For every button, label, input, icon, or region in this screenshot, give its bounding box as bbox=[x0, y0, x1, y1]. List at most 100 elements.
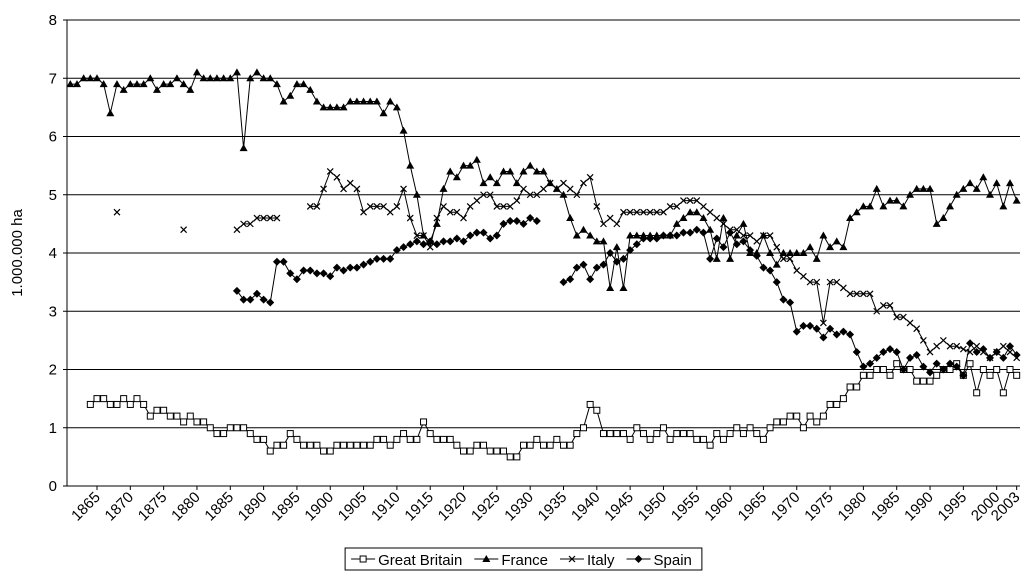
marker bbox=[193, 418, 201, 426]
marker bbox=[319, 103, 328, 111]
marker bbox=[812, 324, 821, 333]
marker bbox=[119, 85, 128, 93]
marker bbox=[439, 184, 448, 192]
marker bbox=[979, 345, 988, 354]
marker bbox=[526, 214, 535, 223]
marker bbox=[786, 412, 794, 420]
marker bbox=[373, 202, 381, 210]
marker bbox=[326, 272, 335, 281]
marker bbox=[726, 430, 734, 438]
marker bbox=[933, 371, 941, 379]
marker bbox=[386, 441, 394, 449]
marker bbox=[852, 348, 861, 357]
marker bbox=[739, 430, 747, 438]
marker bbox=[660, 208, 667, 216]
marker bbox=[966, 339, 975, 348]
marker bbox=[906, 190, 915, 198]
marker bbox=[319, 269, 328, 278]
marker bbox=[446, 237, 455, 246]
marker bbox=[572, 231, 581, 239]
marker bbox=[272, 257, 281, 266]
marker bbox=[300, 441, 308, 449]
marker bbox=[340, 185, 347, 193]
marker bbox=[486, 173, 495, 181]
marker bbox=[732, 240, 741, 249]
marker bbox=[240, 424, 248, 432]
marker bbox=[266, 447, 274, 455]
marker bbox=[586, 275, 595, 284]
marker bbox=[613, 430, 621, 438]
x-tick-label: 1885 bbox=[201, 489, 237, 525]
marker bbox=[879, 348, 888, 357]
marker bbox=[480, 441, 488, 449]
line bbox=[70, 71, 1018, 289]
marker bbox=[226, 74, 235, 82]
marker bbox=[299, 266, 308, 275]
marker bbox=[500, 202, 507, 210]
marker bbox=[420, 418, 428, 426]
x-tick-label: 1965 bbox=[735, 489, 771, 525]
marker bbox=[566, 275, 575, 284]
x-tick-label: 1910 bbox=[368, 489, 404, 525]
marker bbox=[400, 430, 408, 438]
marker bbox=[992, 179, 1001, 187]
marker bbox=[666, 202, 674, 210]
marker bbox=[492, 179, 501, 187]
marker bbox=[559, 441, 567, 449]
marker bbox=[939, 336, 947, 344]
marker bbox=[106, 400, 114, 408]
marker bbox=[140, 400, 148, 408]
y-tick-label: 7 bbox=[49, 70, 57, 87]
marker bbox=[386, 97, 395, 105]
marker bbox=[786, 249, 795, 256]
marker bbox=[740, 232, 747, 239]
marker bbox=[406, 435, 414, 443]
x-tick-label: 1950 bbox=[635, 489, 671, 525]
marker bbox=[986, 371, 994, 379]
marker bbox=[833, 400, 841, 408]
marker bbox=[453, 208, 461, 216]
marker bbox=[520, 441, 528, 449]
marker bbox=[792, 249, 801, 256]
marker bbox=[452, 234, 461, 243]
marker bbox=[452, 173, 461, 181]
marker bbox=[986, 353, 995, 362]
legend-item: Great Britain bbox=[351, 552, 462, 569]
marker bbox=[479, 228, 488, 237]
marker bbox=[332, 103, 341, 111]
marker bbox=[813, 418, 821, 426]
marker bbox=[568, 555, 576, 563]
marker bbox=[806, 243, 815, 251]
marker bbox=[913, 325, 921, 333]
marker bbox=[953, 342, 961, 350]
marker bbox=[379, 109, 388, 117]
marker bbox=[752, 251, 761, 260]
marker bbox=[746, 246, 755, 255]
y-tick-label: 5 bbox=[49, 187, 57, 204]
x-tick-label: 1980 bbox=[835, 489, 871, 525]
marker bbox=[819, 333, 828, 342]
x-tick-label: 1900 bbox=[301, 489, 337, 525]
marker bbox=[459, 161, 468, 169]
marker bbox=[259, 295, 268, 304]
marker bbox=[839, 284, 847, 292]
marker bbox=[519, 167, 528, 175]
marker bbox=[766, 232, 774, 239]
marker bbox=[420, 232, 427, 239]
marker bbox=[579, 424, 587, 432]
marker bbox=[746, 424, 754, 432]
marker bbox=[919, 377, 927, 385]
marker bbox=[386, 208, 394, 216]
marker bbox=[1012, 350, 1021, 359]
marker bbox=[146, 74, 155, 82]
marker bbox=[720, 220, 727, 228]
marker bbox=[460, 214, 467, 222]
marker bbox=[966, 179, 975, 187]
marker bbox=[833, 278, 841, 286]
marker bbox=[679, 228, 688, 237]
marker bbox=[320, 447, 328, 455]
marker bbox=[632, 231, 641, 239]
marker bbox=[846, 383, 854, 391]
marker bbox=[279, 97, 288, 105]
marker bbox=[826, 400, 834, 408]
